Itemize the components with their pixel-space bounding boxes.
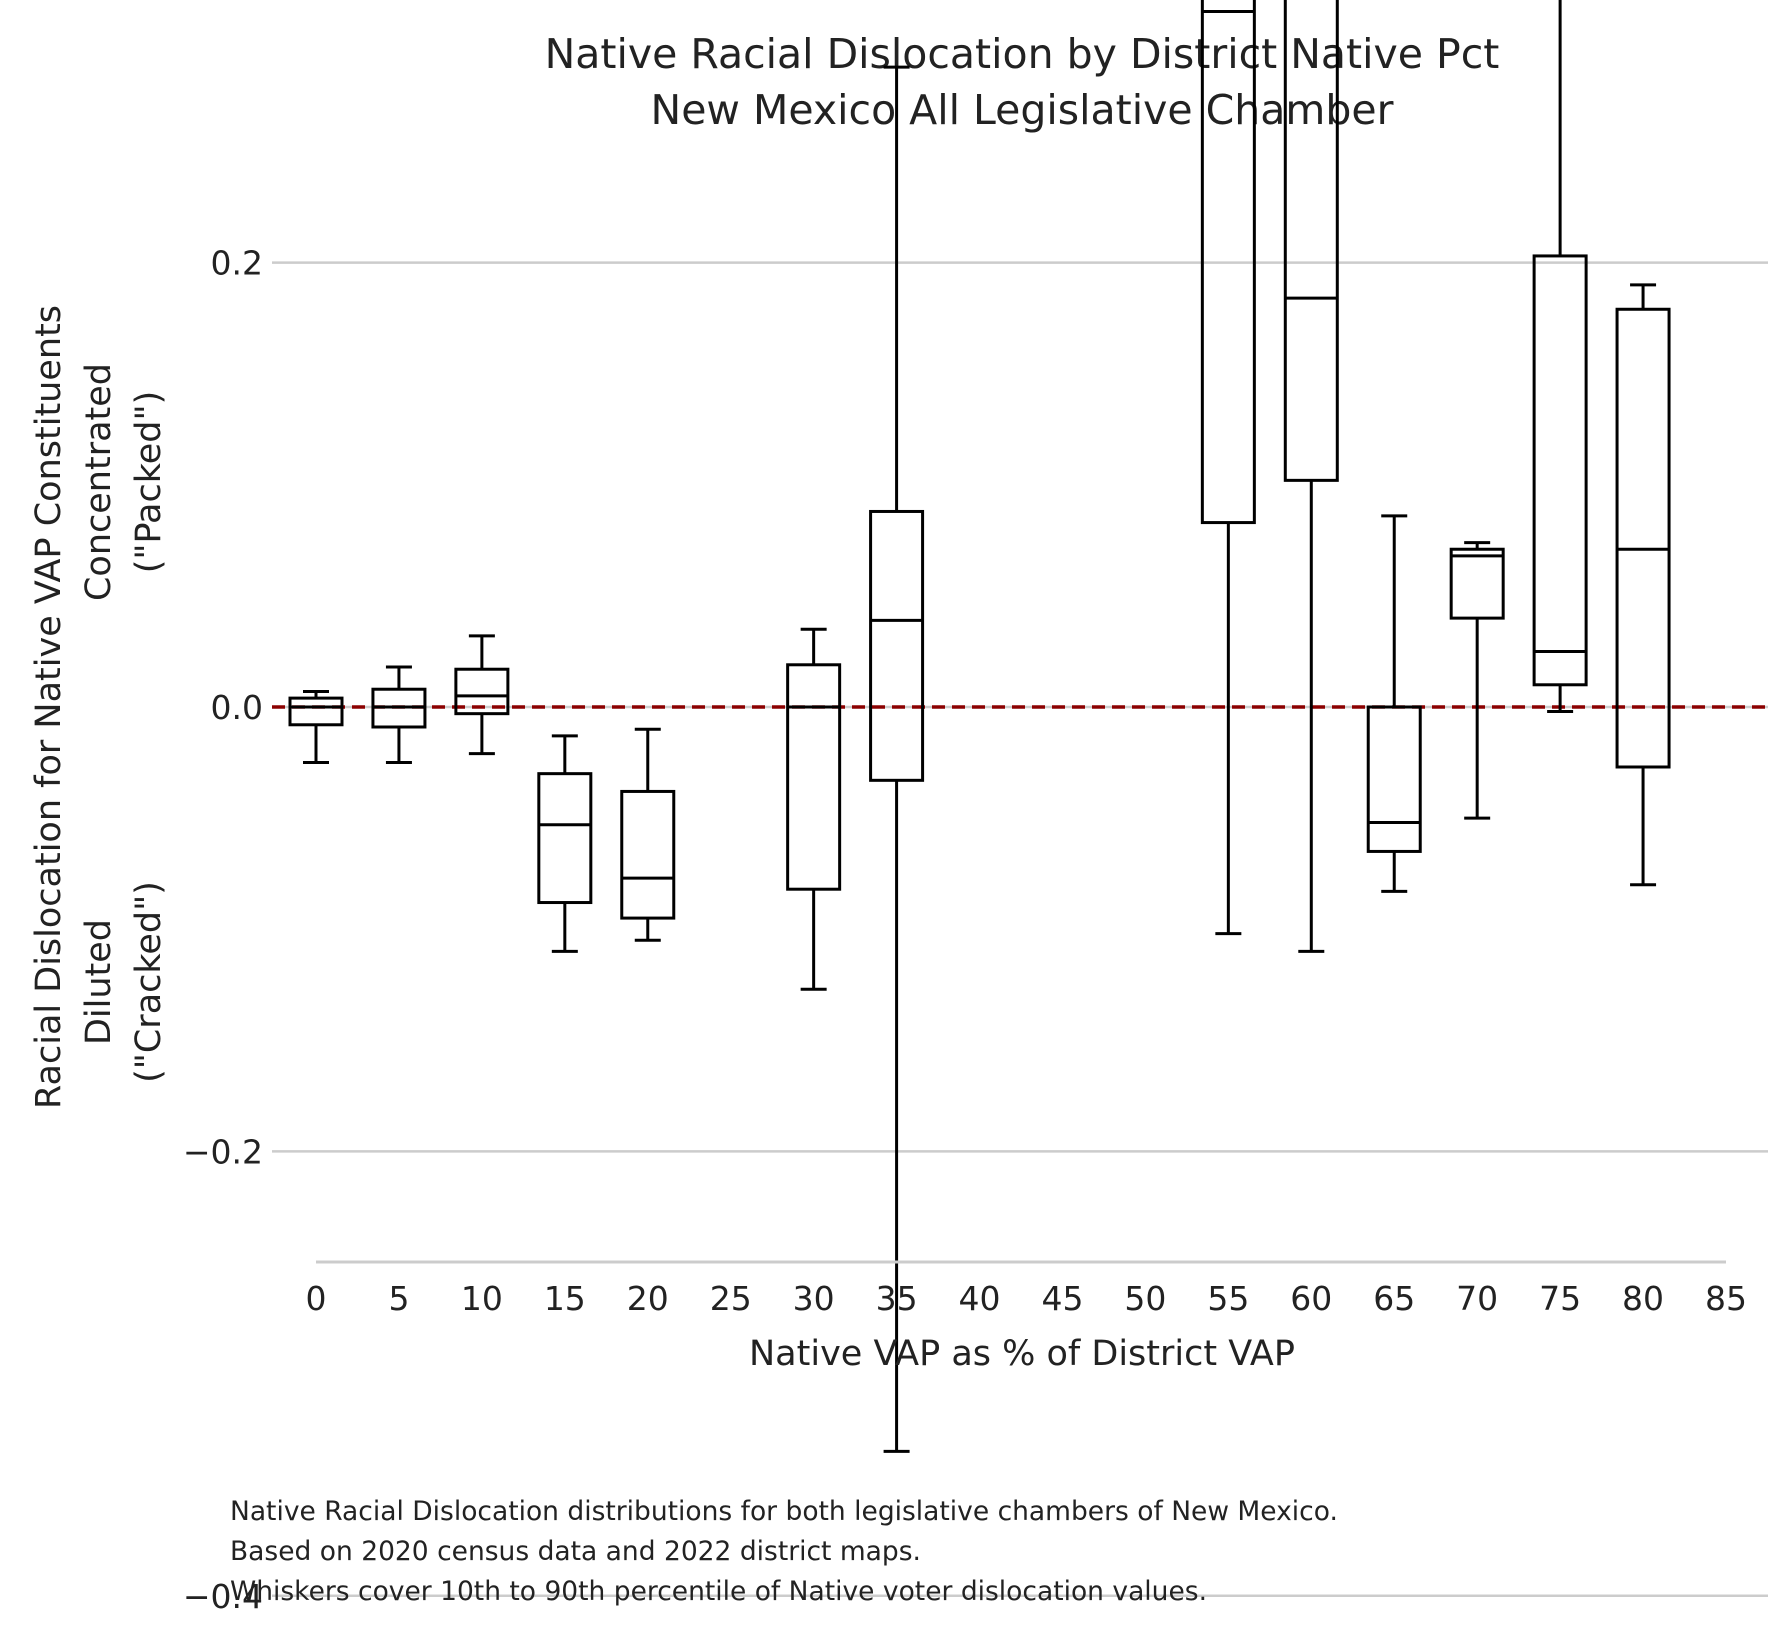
chart-caption: Native Racial Dislocation distributions … xyxy=(230,1492,1730,1612)
box-iqr xyxy=(1283,0,1339,482)
x-tick-label: 75 xyxy=(1539,1279,1581,1318)
x-tick-label: 85 xyxy=(1705,1279,1747,1318)
x-tick-label: 80 xyxy=(1622,1279,1664,1318)
x-axis: 0 5 10 15 20 25 30 35 40 45 50 55 60 65 70 75 80 85 xyxy=(306,1260,1747,1318)
boxplot-x-70 xyxy=(1449,541,1505,820)
box-iqr xyxy=(1366,705,1422,853)
box-iqr xyxy=(1449,547,1505,620)
y-axis-label: Racial Dislocation for Native VAP Consti… xyxy=(29,305,69,1109)
x-tick-label: 70 xyxy=(1456,1279,1498,1318)
box-iqr xyxy=(1200,0,1256,525)
boxplot-x-55 xyxy=(1200,0,1256,936)
boxplot-x-35 xyxy=(869,65,925,1453)
x-tick-label: 65 xyxy=(1373,1279,1415,1318)
box-iqr xyxy=(786,663,842,891)
y-axis-label-cracked-quote: ("Cracked") xyxy=(129,881,169,1083)
caption-line-3: Whiskers cover 10th to 90th percentile o… xyxy=(230,1576,1207,1607)
boxplot-x-80 xyxy=(1615,283,1671,887)
y-axis: 0.40.20.0−0.2−0.4 xyxy=(183,244,263,1616)
y-axis-label-packed-quote: ("Packed") xyxy=(129,391,169,574)
chart-title-line-1: Native Racial Dislocation by District Na… xyxy=(545,30,1500,78)
box-iqr xyxy=(454,667,510,716)
x-tick-label: 40 xyxy=(959,1279,1001,1318)
x-tick-label: 50 xyxy=(1124,1279,1166,1318)
y-axis-label-packed: Concentrated ("Packed") xyxy=(79,363,169,601)
y-tick-label: 0.2 xyxy=(211,244,263,283)
x-axis-label: Native VAP as % of District VAP xyxy=(749,1334,1295,1374)
boxplot-x-5 xyxy=(371,665,427,765)
boxplot-x-0 xyxy=(288,689,344,765)
y-axis-label-concentrated: Concentrated xyxy=(79,363,119,601)
caption-line-2: Based on 2020 census data and 2022 distr… xyxy=(230,1536,921,1567)
x-tick-label: 45 xyxy=(1041,1279,1083,1318)
chart-title: Native Racial Dislocation by District Na… xyxy=(545,30,1500,134)
chart-title-line-2: New Mexico All Legislative Chamber xyxy=(651,86,1394,134)
boxplot-x-20 xyxy=(620,727,676,942)
x-tick-label: 25 xyxy=(710,1279,752,1318)
x-tick-label: 30 xyxy=(793,1279,835,1318)
box-iqr xyxy=(1615,307,1671,769)
y-tick-label: −0.2 xyxy=(183,1132,263,1171)
box-iqr xyxy=(620,789,676,920)
box-iqr xyxy=(288,696,344,727)
boxplot-x-10 xyxy=(454,634,510,756)
boxplot-x-75 xyxy=(1532,0,1588,713)
box-iqr xyxy=(869,509,925,782)
y-axis-label-cracked: Diluted ("Cracked") xyxy=(79,881,169,1083)
x-tick-label: 35 xyxy=(876,1279,918,1318)
x-tick-label: 5 xyxy=(388,1279,409,1318)
y-axis-label-main: Racial Dislocation for Native VAP Consti… xyxy=(29,305,69,1109)
box-iqr xyxy=(537,772,593,905)
caption-line-1: Native Racial Dislocation distributions … xyxy=(230,1496,1338,1527)
boxplot-x-30 xyxy=(786,627,842,991)
y-tick-label: −0.4 xyxy=(183,1577,263,1616)
x-tick-label: 15 xyxy=(544,1279,586,1318)
x-tick-label: 20 xyxy=(627,1279,669,1318)
boxplots xyxy=(288,0,1671,1453)
boxplot-x-15 xyxy=(537,734,593,953)
x-tick-label: 60 xyxy=(1290,1279,1332,1318)
box-iqr xyxy=(1532,254,1588,687)
x-tick-label: 55 xyxy=(1207,1279,1249,1318)
y-axis-label-diluted: Diluted xyxy=(79,919,119,1045)
boxplot-x-60 xyxy=(1283,0,1339,953)
y-tick-label: 0.0 xyxy=(211,688,263,727)
x-tick-label: 10 xyxy=(461,1279,503,1318)
x-tick-label: 0 xyxy=(306,1279,327,1318)
boxplot-x-65 xyxy=(1366,514,1422,893)
